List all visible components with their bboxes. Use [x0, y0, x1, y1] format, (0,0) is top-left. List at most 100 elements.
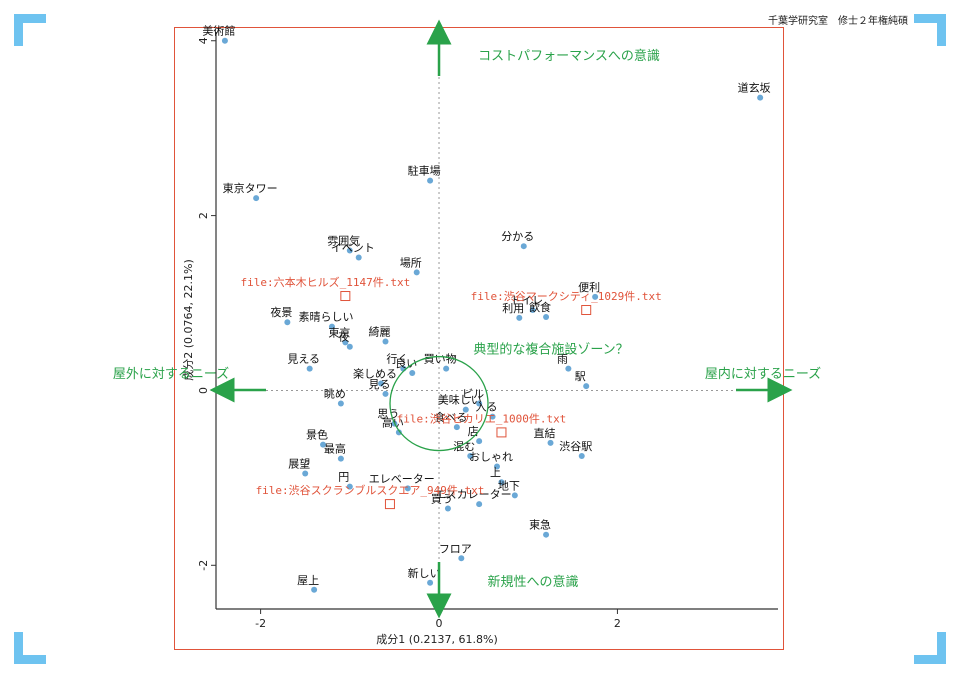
data-point	[565, 365, 572, 372]
data-point-label: 綺麗	[368, 325, 390, 338]
axes: -2 0 2 -2 0 2 4 成分1 (0.2137, 61.8%) 成分2 (0.0764,…	[182, 32, 778, 646]
data-point	[337, 400, 344, 407]
data-point-label: 道玄坂	[738, 81, 771, 95]
file-marker	[384, 499, 395, 510]
data-point-label: 買う	[431, 492, 453, 505]
data-point-label: 行く	[386, 353, 408, 366]
y-axis-title: 成分2 (0.0764, 22.1%)	[182, 259, 195, 381]
data-point	[427, 579, 434, 586]
data-point	[498, 479, 505, 486]
data-point	[346, 343, 353, 350]
data-point-label: 地下	[498, 479, 520, 492]
data-point-label: 夜	[338, 330, 349, 344]
data-point-label: 店	[468, 424, 479, 438]
y-tick-label: -2	[197, 560, 210, 571]
data-point	[337, 455, 344, 462]
file-label: file:六本木ヒルズ_1147件.txt	[240, 275, 410, 289]
file-marker	[581, 305, 592, 316]
x-axis-title: 成分1 (0.2137, 61.8%)	[376, 633, 498, 646]
data-point-label: 思う	[377, 408, 399, 421]
data-point-label: 雨	[557, 353, 568, 366]
data-point-label: 屋上	[297, 574, 319, 587]
data-point-label: 展望	[288, 457, 310, 470]
file-marker	[340, 291, 351, 302]
y-tick-label: 2	[197, 212, 210, 219]
data-point-label: 新しい	[408, 566, 441, 580]
data-point	[342, 339, 349, 346]
data-point	[578, 453, 585, 460]
typical-zone-circle	[389, 355, 489, 452]
file-label: file:渋谷ヒカリエ_1000件.txt	[397, 412, 567, 425]
data-point-label: 入る	[476, 401, 498, 414]
data-point-label: 見える	[287, 353, 320, 366]
data-point-label: 上	[490, 466, 501, 479]
data-point-label: 美術館	[202, 24, 235, 38]
data-point-label: 素晴らしい	[298, 311, 353, 324]
data-point-label: 高い	[382, 415, 404, 429]
data-point	[543, 531, 550, 538]
data-point	[494, 463, 500, 470]
data-point	[529, 307, 536, 314]
data-point	[328, 323, 335, 330]
data-point	[355, 254, 362, 261]
data-point-label: 美味しい	[438, 394, 482, 407]
data-point	[547, 439, 554, 446]
data-point-label: 買い物	[424, 352, 457, 366]
data-point	[458, 555, 465, 562]
data-point	[520, 243, 527, 250]
data-point-label: 駅	[575, 370, 586, 383]
data-point-label: 便利	[578, 281, 600, 294]
data-point-label: 東急	[529, 518, 551, 532]
data-point	[543, 314, 550, 321]
data-point	[382, 338, 389, 345]
corner-bracket-bottom-right	[914, 632, 946, 664]
data-point-label: 円	[338, 471, 349, 484]
x-tick-label: 2	[614, 617, 621, 630]
file-label: file:渋谷スクランブルスクエア_949件.txt	[256, 483, 485, 497]
data-point-label: 夜景	[270, 305, 292, 319]
data-point-label: 眺め	[324, 388, 346, 401]
data-point-label: 最高	[324, 442, 346, 456]
data-point-label: 見る	[368, 378, 390, 391]
bottom-annotation: 新規性への意識	[488, 574, 579, 590]
data-point	[413, 269, 420, 276]
data-point	[311, 586, 318, 593]
data-point-label: 直結	[534, 426, 556, 440]
data-point-label: 分かる	[501, 230, 534, 243]
data-point	[346, 247, 353, 254]
data-point-label: トイレ	[510, 294, 543, 307]
data-point	[583, 383, 590, 390]
data-point	[467, 453, 474, 460]
data-point	[409, 369, 416, 376]
slide-frame	[174, 27, 784, 650]
data-point	[302, 470, 309, 477]
left-annotation: 屋外に対するニーズ	[113, 366, 229, 382]
data-point	[221, 37, 228, 44]
right-annotation: 屋内に対するニーズ	[705, 366, 821, 382]
data-point	[346, 483, 353, 490]
data-point-label: 混む	[453, 440, 475, 453]
x-tick-label: 0	[436, 617, 443, 630]
x-tick-label: -2	[255, 617, 266, 630]
data-point-label: 楽しめる	[353, 367, 397, 380]
corner-bracket-top-left	[14, 14, 46, 46]
data-point	[404, 485, 411, 492]
data-point-label: 利用	[502, 302, 524, 315]
data-point	[306, 365, 313, 372]
data-point	[592, 293, 599, 300]
data-point	[476, 501, 483, 508]
data-point	[489, 413, 496, 420]
corner-bracket-bottom-left	[14, 632, 46, 664]
data-point-label: 景色	[306, 428, 328, 442]
file-marker	[496, 427, 507, 438]
data-point-label: エスカレーター	[435, 488, 512, 501]
center-annotation: 典型的な複合施設ゾーン？	[473, 342, 628, 358]
data-point	[320, 441, 327, 448]
data-point-label: フロア	[439, 542, 472, 555]
data-point	[284, 319, 291, 326]
data-point	[516, 314, 523, 321]
data-point-label: 場所	[400, 256, 422, 269]
data-point	[476, 438, 483, 445]
